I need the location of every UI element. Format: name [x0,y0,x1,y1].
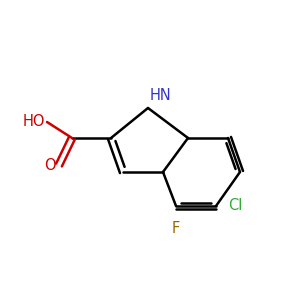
Text: HO: HO [22,115,45,130]
Text: HN: HN [150,88,172,103]
Text: O: O [44,158,56,172]
Text: Cl: Cl [228,199,242,214]
Text: F: F [172,221,180,236]
